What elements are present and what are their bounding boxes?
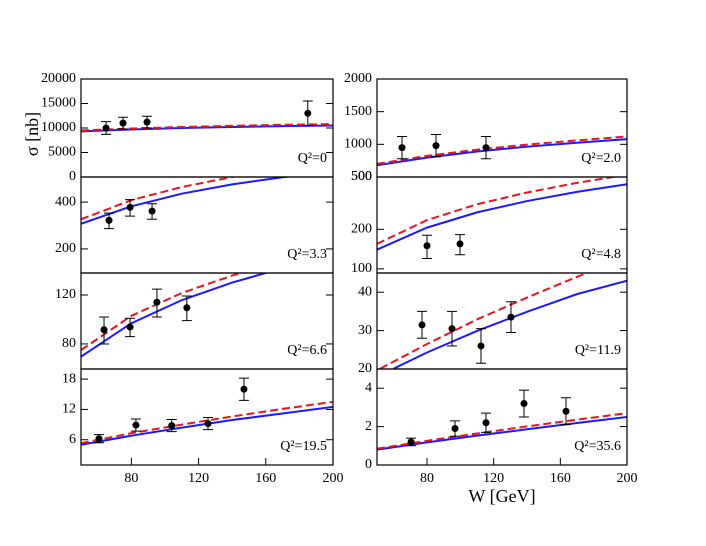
x-tick-label: 80 [420, 471, 434, 486]
x-tick-label: 80 [124, 471, 138, 486]
y-tick-label: 100 [351, 261, 372, 276]
annotation: Q²=11.9 [575, 343, 621, 358]
x-tick-label: 160 [550, 471, 571, 486]
y-tick-label: 2 [365, 419, 372, 434]
y-tick-label: 500 [351, 169, 372, 184]
y-tick-label: 18 [62, 371, 76, 386]
data-point [407, 438, 415, 446]
y-tick-label: 500 [351, 169, 372, 184]
y-tick-label: 200 [55, 241, 76, 256]
y-tick-label: 20000 [41, 71, 76, 86]
x-axis-label: W [GeV] [468, 486, 535, 506]
data-point [119, 119, 127, 127]
x-tick-label: 200 [617, 471, 638, 486]
data-point [456, 240, 464, 248]
curve [81, 273, 245, 351]
data-point [153, 298, 161, 306]
data-point [432, 142, 440, 150]
data-point [520, 400, 528, 408]
y-tick-label: 0 [365, 457, 372, 472]
y-tick-label: 12 [62, 402, 76, 417]
data-point [418, 321, 426, 329]
plot-area [81, 100, 333, 135]
x-tick-label: 200 [323, 471, 344, 486]
frame [376, 368, 628, 466]
y-tick-label: 1000 [344, 137, 372, 152]
data-point [143, 118, 151, 126]
y-tick-label: 30 [358, 323, 372, 338]
frame [80, 368, 334, 466]
data-point [105, 216, 113, 224]
data-point [148, 207, 156, 215]
annotation: Q²=3.3 [287, 247, 327, 262]
annotation: Q²=0 [298, 151, 327, 166]
data-point [423, 242, 431, 250]
curve [81, 273, 270, 358]
curve [377, 135, 627, 165]
y-tick-label: 1500 [344, 104, 372, 119]
data-point [448, 325, 456, 333]
plot-area [81, 273, 270, 358]
y-tick-label: 5000 [48, 145, 76, 160]
data-point [451, 425, 459, 433]
data-point [126, 323, 134, 331]
plot-area [377, 389, 627, 451]
plot-area [377, 177, 627, 259]
annotation: Q²=4.8 [581, 247, 621, 262]
data-point [507, 313, 515, 321]
y-tick-label: 200 [351, 222, 372, 237]
curve [377, 416, 627, 451]
data-point [204, 420, 212, 428]
curve [393, 279, 627, 369]
x-tick-label: 120 [188, 471, 209, 486]
annotation: Q²=2.0 [581, 151, 621, 166]
y-tick-label: 15000 [41, 96, 76, 111]
y-tick-label: 0 [69, 169, 76, 184]
curve [81, 400, 333, 445]
plot-area [377, 134, 627, 167]
y-tick-label: 80 [62, 336, 76, 351]
y-tick-label: 4 [365, 380, 372, 395]
data-point [477, 342, 485, 350]
plot-area [81, 377, 333, 446]
curve [81, 177, 293, 225]
y-tick-label: 10000 [41, 120, 76, 135]
data-point [168, 422, 176, 430]
annotation: Q²=6.6 [287, 343, 327, 358]
curve [377, 183, 627, 251]
data-point [304, 109, 312, 117]
x-tick-label: 160 [255, 471, 276, 486]
y-axis-label: σ [nb] [22, 112, 42, 156]
plot-area [81, 177, 293, 230]
y-tick-label: 120 [55, 287, 76, 302]
data-point [240, 385, 248, 393]
curve [377, 412, 627, 450]
data-point [562, 407, 570, 415]
data-point [100, 326, 108, 334]
curve [377, 177, 620, 245]
curve [379, 273, 591, 369]
data-point [482, 144, 490, 152]
data-point [482, 419, 490, 427]
plot-area [379, 273, 627, 369]
data-point [126, 203, 134, 211]
annotation: Q²=35.6 [574, 439, 621, 454]
y-tick-label: 2000 [344, 71, 372, 86]
data-point [183, 304, 191, 312]
annotation: Q²=19.5 [280, 439, 327, 454]
y-tick-label: 40 [358, 284, 372, 299]
y-tick-label: 20 [358, 361, 372, 376]
data-point [398, 144, 406, 152]
y-tick-label: 6 [69, 432, 76, 447]
data-point [102, 124, 110, 132]
data-point [132, 421, 140, 429]
x-tick-label: 120 [483, 471, 504, 486]
y-tick-label: 400 [55, 194, 76, 209]
curve [377, 138, 627, 167]
data-point [95, 435, 103, 443]
